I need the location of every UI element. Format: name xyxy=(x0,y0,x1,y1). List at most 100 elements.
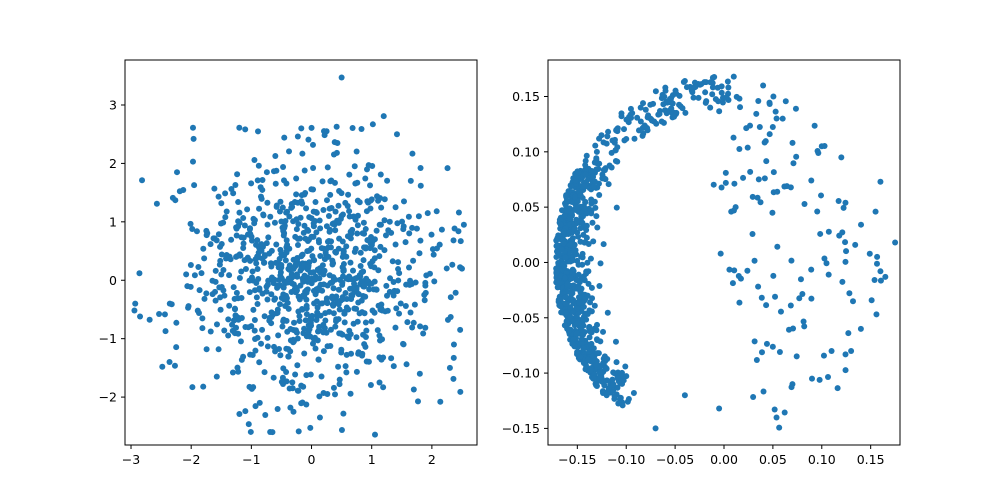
scatter-point xyxy=(634,114,641,121)
scatter-point xyxy=(207,241,214,248)
scatter-point xyxy=(682,109,689,116)
scatter-point xyxy=(577,238,584,245)
scatter-point xyxy=(839,278,846,285)
scatter-point xyxy=(593,382,600,389)
scatter-point xyxy=(404,319,411,326)
scatter-point xyxy=(610,369,617,376)
scatter-point xyxy=(346,171,353,178)
scatter-point xyxy=(316,414,323,421)
scatter-point xyxy=(300,229,307,236)
scatter-point xyxy=(322,317,329,324)
scatter-point xyxy=(594,224,601,231)
scatter-point xyxy=(132,300,139,307)
scatter-point xyxy=(276,346,282,353)
scatter-point xyxy=(213,373,220,380)
scatter-point xyxy=(288,288,295,295)
scatter-point xyxy=(273,203,280,210)
scatter-point xyxy=(240,240,247,247)
scatter-point xyxy=(424,210,431,217)
scatter-point xyxy=(263,240,270,247)
scatter-point xyxy=(592,204,599,211)
scatter-point xyxy=(331,139,338,146)
scatter-point xyxy=(760,388,767,395)
scatter-point xyxy=(290,218,297,225)
scatter-point xyxy=(357,249,364,256)
scatter-point xyxy=(277,282,284,289)
scatter-point xyxy=(787,302,794,309)
scatter-point xyxy=(253,294,260,301)
scatter-point xyxy=(801,201,808,208)
scatter-point xyxy=(770,169,777,176)
scatter-point xyxy=(617,394,624,401)
scatter-point xyxy=(281,177,288,184)
scatter-point xyxy=(582,162,589,169)
scatter-point xyxy=(342,290,349,297)
scatter-point xyxy=(716,405,723,412)
scatter-point xyxy=(311,334,318,341)
scatter-point xyxy=(627,105,634,112)
scatter-point xyxy=(625,395,632,402)
scatter-point xyxy=(298,252,305,259)
scatter-point xyxy=(564,281,571,288)
scatter-point xyxy=(180,187,187,194)
scatter-point xyxy=(609,376,616,383)
scatter-point xyxy=(282,257,289,264)
scatter-point xyxy=(291,319,298,326)
scatter-point xyxy=(372,431,378,438)
scatter-point xyxy=(317,225,324,232)
scatter-point xyxy=(390,363,397,370)
scatter-point xyxy=(433,245,440,252)
scatter-point xyxy=(561,274,568,281)
scatter-point xyxy=(612,338,619,345)
scatter-point xyxy=(255,254,262,261)
scatter-point xyxy=(353,305,360,312)
scatter-point xyxy=(642,106,649,113)
scatter-point xyxy=(333,123,340,130)
scatter-point xyxy=(246,289,253,296)
scatter-point xyxy=(718,184,725,191)
scatter-point xyxy=(580,345,587,352)
scatter-point xyxy=(751,257,758,264)
scatter-point xyxy=(573,330,580,337)
scatter-point xyxy=(588,284,595,291)
scatter-point xyxy=(321,128,328,135)
scatter-point xyxy=(422,324,429,331)
scatter-point xyxy=(277,198,284,205)
scatter-point xyxy=(296,317,303,324)
scatter-point xyxy=(352,245,359,252)
x-tick-label: 0.00 xyxy=(710,452,738,467)
scatter-point xyxy=(376,379,383,386)
scatter-point xyxy=(218,200,225,207)
scatter-point xyxy=(570,248,577,255)
scatter-point xyxy=(233,225,240,232)
scatter-point xyxy=(187,261,194,268)
scatter-point xyxy=(340,273,347,280)
scatter-point xyxy=(417,237,424,244)
scatter-point xyxy=(574,217,581,224)
scatter-point xyxy=(311,276,318,283)
scatter-point xyxy=(312,199,319,206)
scatter-point xyxy=(360,257,367,264)
scatter-point xyxy=(218,251,225,258)
scatter-point xyxy=(690,94,697,101)
scatter-point xyxy=(325,244,332,251)
scatter-point xyxy=(271,343,278,350)
scatter-point xyxy=(246,277,253,284)
scatter-point xyxy=(300,383,307,390)
scatter-point xyxy=(582,198,589,205)
scatter-point xyxy=(444,165,451,172)
scatter-point xyxy=(729,280,736,287)
scatter-point xyxy=(579,250,586,257)
scatter-point xyxy=(349,125,356,132)
scatter-point xyxy=(800,318,807,325)
scatter-point xyxy=(588,167,595,174)
scatter-point xyxy=(201,255,208,262)
scatter-point xyxy=(174,169,181,176)
scatter-point xyxy=(295,428,302,435)
scatter-point xyxy=(437,398,444,405)
scatter-point xyxy=(378,356,385,363)
scatter-point xyxy=(358,126,365,133)
scatter-point xyxy=(761,175,768,182)
scatter-point xyxy=(283,369,290,376)
